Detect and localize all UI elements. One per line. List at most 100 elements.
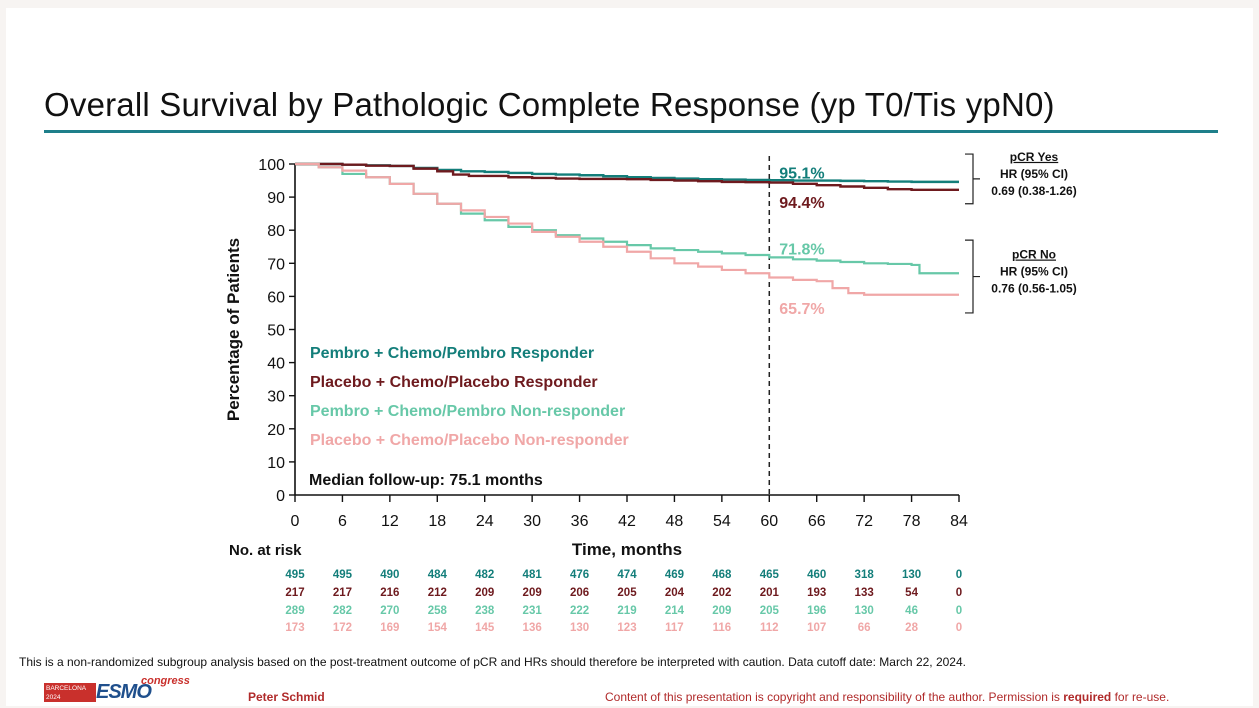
y-axis-title: Percentage of Patients bbox=[224, 238, 243, 421]
at-risk-cell: 130 bbox=[855, 605, 874, 617]
y-tick-label: 0 bbox=[276, 488, 285, 505]
median-followup-note: Median follow-up: 75.1 months bbox=[309, 472, 543, 489]
at-risk-cell: 0 bbox=[956, 622, 962, 634]
value-label-4: 65.7% bbox=[779, 301, 824, 318]
at-risk-cell: 201 bbox=[760, 587, 780, 599]
at-risk-cell: 270 bbox=[380, 605, 399, 617]
at-risk-cell: 217 bbox=[333, 587, 352, 599]
hr-bracket-2 bbox=[965, 239, 980, 314]
at-risk-cell: 468 bbox=[712, 569, 732, 581]
at-risk-cell: 130 bbox=[902, 569, 921, 581]
x-tick-label: 78 bbox=[903, 513, 921, 530]
at-risk-cell: 474 bbox=[617, 569, 637, 581]
at-risk-cell: 495 bbox=[285, 569, 305, 581]
hr-bracket-1 bbox=[965, 153, 980, 205]
at-risk-cell: 481 bbox=[523, 569, 543, 581]
value-label-3: 71.8% bbox=[779, 241, 824, 258]
km-curve-series-2 bbox=[295, 162, 959, 192]
y-tick-label: 10 bbox=[267, 455, 285, 472]
x-tick-label: 54 bbox=[713, 513, 731, 530]
at-risk-cell: 205 bbox=[617, 587, 637, 599]
at-risk-cell: 112 bbox=[760, 622, 779, 634]
y-tick-label: 50 bbox=[267, 323, 285, 340]
copyright-text-end: for re-use. bbox=[1111, 690, 1170, 704]
value-label-2: 94.4% bbox=[779, 195, 824, 212]
at-risk-cell: 173 bbox=[285, 622, 304, 634]
at-risk-cell: 222 bbox=[570, 605, 589, 617]
x-tick-label: 60 bbox=[760, 513, 778, 530]
x-tick-label: 84 bbox=[950, 513, 968, 530]
at-risk-cell: 66 bbox=[858, 622, 871, 634]
at-risk-cell: 206 bbox=[570, 587, 589, 599]
at-risk-cell: 145 bbox=[475, 622, 495, 634]
at-risk-cell: 196 bbox=[807, 605, 826, 617]
y-tick-label: 80 bbox=[267, 223, 285, 240]
at-risk-cell: 169 bbox=[380, 622, 399, 634]
x-tick-label: 72 bbox=[855, 513, 873, 530]
at-risk-cell: 0 bbox=[956, 587, 962, 599]
at-risk-cell: 209 bbox=[475, 587, 494, 599]
at-risk-cell: 484 bbox=[428, 569, 448, 581]
at-risk-cell: 136 bbox=[523, 622, 542, 634]
x-tick-label: 36 bbox=[571, 513, 589, 530]
at-risk-cell: 46 bbox=[905, 605, 918, 617]
at-risk-cell: 216 bbox=[380, 587, 399, 599]
at-risk-cell: 54 bbox=[905, 587, 918, 599]
y-tick-label: 30 bbox=[267, 389, 285, 406]
hr-value-2: 0.76 (0.56-1.05) bbox=[991, 282, 1076, 296]
y-tick-label: 20 bbox=[267, 422, 285, 439]
logo-brand: ESMO bbox=[96, 681, 152, 703]
x-tick-label: 66 bbox=[808, 513, 826, 530]
hr-group-label-1: pCR Yes bbox=[1010, 150, 1059, 164]
at-risk-cell: 289 bbox=[285, 605, 304, 617]
at-risk-cell: 123 bbox=[617, 622, 636, 634]
x-tick-label: 42 bbox=[618, 513, 636, 530]
copyright-notice: Content of this presentation is copyrigh… bbox=[605, 690, 1169, 704]
y-tick-label: 90 bbox=[267, 190, 285, 207]
at-risk-cell: 0 bbox=[956, 605, 962, 617]
x-tick-label: 12 bbox=[381, 513, 399, 530]
at-risk-cell: 469 bbox=[665, 569, 684, 581]
legend-entry-2: Placebo + Chemo/Placebo Responder bbox=[310, 374, 598, 391]
at-risk-cell: 130 bbox=[570, 622, 589, 634]
at-risk-cell: 258 bbox=[428, 605, 448, 617]
at-risk-cell: 204 bbox=[665, 587, 685, 599]
at-risk-cell: 154 bbox=[428, 622, 448, 634]
hr-group-label-2: pCR No bbox=[1012, 248, 1056, 262]
title-divider bbox=[44, 130, 1218, 133]
logo-badge: BARCELONA 2024 bbox=[44, 683, 96, 702]
presenter-name: Peter Schmid bbox=[248, 690, 325, 704]
value-label-1: 95.1% bbox=[779, 165, 824, 182]
copyright-emphasis: required bbox=[1063, 690, 1112, 704]
at-risk-cell: 476 bbox=[570, 569, 589, 581]
x-tick-label: 0 bbox=[291, 513, 300, 530]
x-tick-label: 18 bbox=[428, 513, 446, 530]
at-risk-cell: 212 bbox=[428, 587, 447, 599]
x-tick-label: 48 bbox=[666, 513, 684, 530]
at-risk-cell: 282 bbox=[333, 605, 352, 617]
at-risk-cell: 219 bbox=[617, 605, 636, 617]
km-curve-series-4 bbox=[295, 162, 959, 296]
at-risk-cell: 460 bbox=[807, 569, 826, 581]
y-tick-label: 60 bbox=[267, 289, 285, 306]
at-risk-cell: 238 bbox=[475, 605, 495, 617]
at-risk-cell: 205 bbox=[760, 605, 780, 617]
logo-suffix: congress bbox=[141, 675, 190, 687]
at-risk-cell: 202 bbox=[712, 587, 731, 599]
at-risk-cell: 117 bbox=[665, 622, 684, 634]
at-risk-cell: 482 bbox=[475, 569, 494, 581]
x-tick-label: 6 bbox=[338, 513, 347, 530]
at-risk-cell: 0 bbox=[956, 569, 962, 581]
at-risk-cell: 214 bbox=[665, 605, 685, 617]
legend-entry-1: Pembro + Chemo/Pembro Responder bbox=[310, 345, 594, 362]
km-survival-chart: 0 10 20 30 40 50 60 70 80 90 100 0 6 12 18 24 30 36 42 48 54… bbox=[224, 150, 1077, 634]
legend-entry-4: Placebo + Chemo/Placebo Non-responder bbox=[310, 432, 629, 449]
hr-value-1: 0.69 (0.38-1.26) bbox=[991, 184, 1076, 198]
at-risk-cell: 193 bbox=[807, 587, 826, 599]
y-tick-label: 40 bbox=[267, 356, 285, 373]
at-risk-cell: 495 bbox=[333, 569, 353, 581]
at-risk-cell: 172 bbox=[333, 622, 352, 634]
slide-title: Overall Survival by Pathologic Complete … bbox=[44, 86, 1055, 123]
no-at-risk-label: No. at risk bbox=[229, 542, 302, 559]
at-risk-cell: 231 bbox=[523, 605, 543, 617]
